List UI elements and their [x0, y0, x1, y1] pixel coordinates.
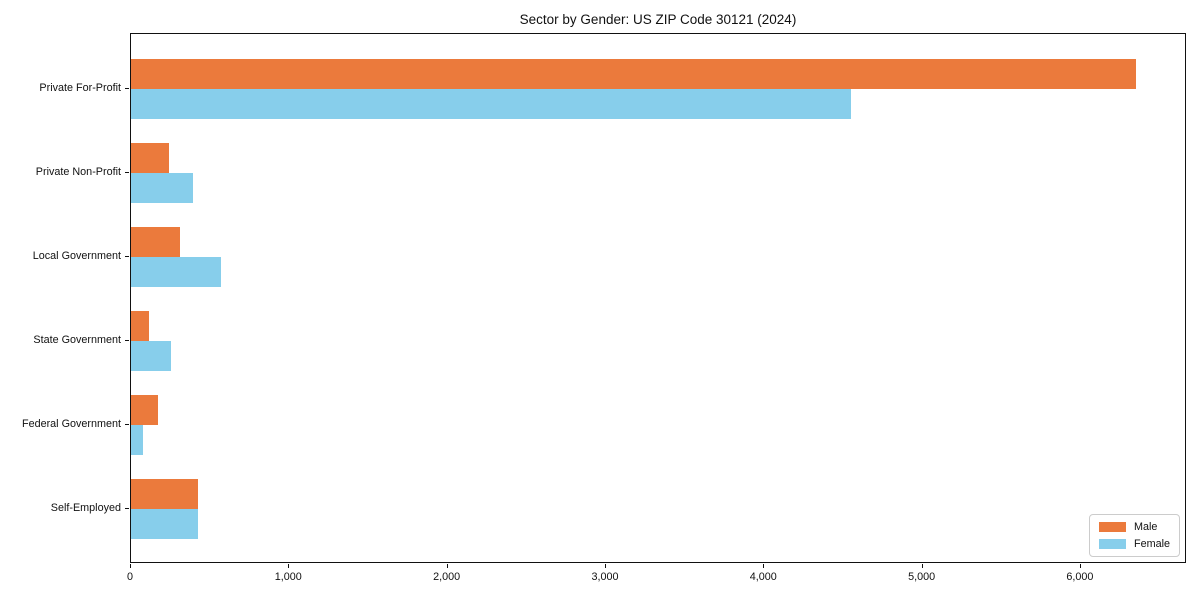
y-tick-mark	[125, 88, 129, 90]
bar-male-state-government	[131, 311, 150, 341]
y-tick-label: State Government	[33, 334, 121, 346]
x-tick-mark	[605, 564, 607, 568]
y-tick-label: Private Non-Profit	[35, 166, 121, 178]
legend-swatch-female	[1098, 539, 1126, 549]
x-tick-label: 6,000	[1066, 571, 1094, 583]
y-tick-label: Private For-Profit	[39, 82, 121, 94]
bar-female-state-government	[131, 341, 172, 371]
bar-female-federal-government	[131, 425, 143, 455]
y-tick-label: Federal Government	[21, 418, 121, 430]
chart-title: Sector by Gender: US ZIP Code 30121 (202…	[519, 12, 797, 27]
x-tick-label: 0	[126, 571, 134, 583]
y-tick-label: Self-Employed	[50, 502, 121, 514]
y-tick-mark	[125, 172, 129, 174]
bar-female-self-employed	[131, 509, 199, 539]
x-tick-label: 4,000	[749, 571, 777, 583]
legend: Male Female	[1088, 514, 1180, 557]
bar-male-self-employed	[131, 479, 198, 509]
y-tick-mark	[125, 508, 129, 510]
bar-female-private-for-profit	[131, 89, 852, 119]
bar-male-local-government	[131, 227, 181, 257]
x-tick-label: 1,000	[274, 571, 302, 583]
legend-label-male: Male	[1133, 521, 1158, 533]
bar-male-federal-government	[131, 395, 158, 425]
y-tick-mark	[125, 424, 129, 426]
y-tick-label: Local Government	[32, 250, 121, 262]
legend-label-female: Female	[1133, 538, 1170, 550]
legend-item-male: Male	[1098, 521, 1170, 533]
x-tick-mark	[288, 564, 290, 568]
bar-male-private-for-profit	[131, 59, 1137, 89]
x-tick-label: 2,000	[433, 571, 461, 583]
y-tick-mark	[125, 340, 129, 342]
plot-area: Male Female	[130, 33, 1186, 563]
x-tick-label: 5,000	[908, 571, 936, 583]
x-tick-mark	[446, 564, 448, 568]
x-tick-mark	[1079, 564, 1082, 568]
x-tick-mark	[763, 564, 765, 568]
bar-female-private-non-profit	[131, 173, 193, 203]
x-tick-mark	[921, 564, 923, 568]
bar-male-private-non-profit	[131, 143, 169, 173]
legend-item-female: Female	[1098, 538, 1170, 550]
y-tick-mark	[125, 256, 129, 258]
x-tick-mark	[130, 564, 132, 568]
x-tick-label: 3,000	[591, 571, 619, 583]
bar-female-local-government	[131, 257, 222, 287]
legend-swatch-male	[1098, 522, 1126, 532]
